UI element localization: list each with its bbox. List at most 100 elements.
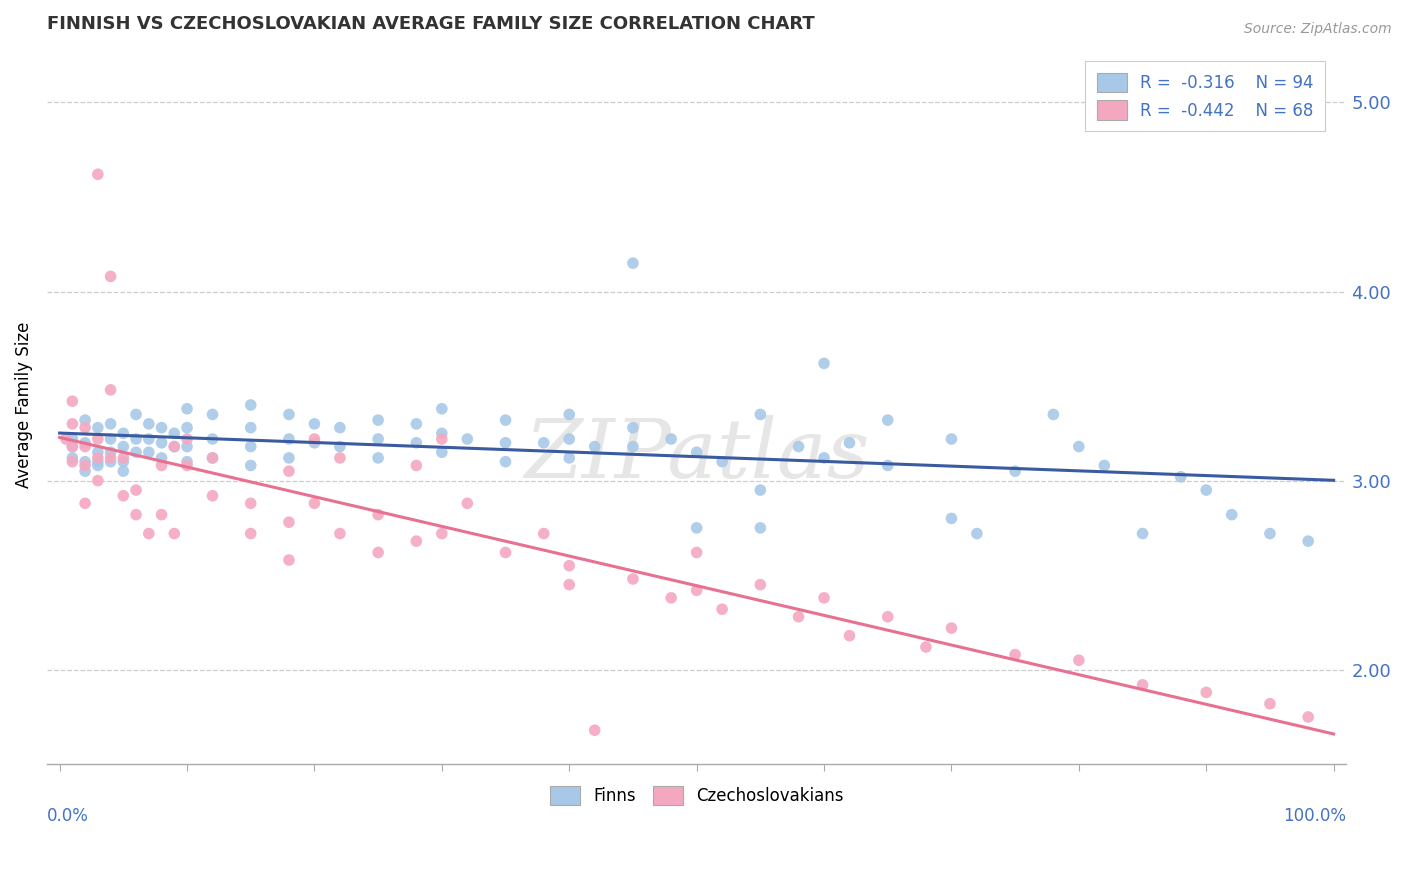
- Point: [150, 508, 173, 522]
- Point: [1220, 508, 1243, 522]
- Point: [456, 496, 478, 510]
- Point: [941, 511, 963, 525]
- Point: [329, 440, 352, 454]
- Point: [278, 450, 301, 465]
- Point: [75, 413, 97, 427]
- Point: [1067, 440, 1090, 454]
- Point: [55, 432, 77, 446]
- Point: [876, 458, 898, 473]
- Point: [112, 455, 135, 469]
- Point: [558, 450, 581, 465]
- Point: [163, 526, 186, 541]
- Point: [138, 526, 160, 541]
- Point: [138, 432, 160, 446]
- Point: [813, 591, 835, 605]
- Point: [1296, 534, 1319, 549]
- Point: [112, 450, 135, 465]
- Point: [495, 455, 517, 469]
- Point: [278, 464, 301, 478]
- Legend: Finns, Czechoslovakians: Finns, Czechoslovakians: [541, 778, 852, 814]
- Point: [685, 583, 707, 598]
- Point: [125, 408, 148, 422]
- Point: [75, 458, 97, 473]
- Point: [201, 450, 224, 465]
- Point: [100, 450, 122, 465]
- Point: [138, 417, 160, 431]
- Point: [125, 508, 148, 522]
- Point: [60, 450, 83, 465]
- Point: [176, 455, 198, 469]
- Point: [1092, 458, 1115, 473]
- Point: [239, 440, 262, 454]
- Text: ZIPatlas: ZIPatlas: [524, 416, 869, 495]
- Point: [1004, 648, 1026, 662]
- Point: [60, 417, 83, 431]
- Point: [966, 526, 988, 541]
- Point: [749, 408, 772, 422]
- Point: [125, 445, 148, 459]
- Point: [176, 420, 198, 434]
- Point: [60, 455, 83, 469]
- Point: [87, 455, 110, 469]
- Point: [495, 545, 517, 559]
- Point: [558, 577, 581, 591]
- Point: [787, 440, 810, 454]
- Point: [430, 432, 453, 446]
- Point: [112, 489, 135, 503]
- Point: [1067, 653, 1090, 667]
- Point: [75, 496, 97, 510]
- Point: [838, 435, 860, 450]
- Point: [659, 591, 682, 605]
- Point: [304, 417, 326, 431]
- Point: [430, 445, 453, 459]
- Point: [405, 417, 427, 431]
- Point: [430, 401, 453, 416]
- Point: [176, 458, 198, 473]
- Point: [813, 450, 835, 465]
- Point: [329, 526, 352, 541]
- Point: [278, 553, 301, 567]
- Point: [367, 545, 389, 559]
- Point: [1132, 526, 1154, 541]
- Point: [176, 432, 198, 446]
- Point: [711, 455, 734, 469]
- Point: [430, 426, 453, 441]
- Point: [1296, 710, 1319, 724]
- Point: [533, 435, 555, 450]
- Point: [621, 256, 644, 270]
- Point: [558, 558, 581, 573]
- Point: [75, 420, 97, 434]
- Point: [367, 432, 389, 446]
- Point: [163, 426, 186, 441]
- Point: [278, 515, 301, 529]
- Point: [239, 458, 262, 473]
- Point: [941, 621, 963, 635]
- Point: [87, 432, 110, 446]
- Point: [278, 432, 301, 446]
- Point: [685, 521, 707, 535]
- Point: [367, 450, 389, 465]
- Point: [150, 458, 173, 473]
- Point: [201, 450, 224, 465]
- Point: [1132, 678, 1154, 692]
- Point: [495, 435, 517, 450]
- Point: [239, 420, 262, 434]
- Point: [75, 455, 97, 469]
- Point: [176, 401, 198, 416]
- Point: [100, 445, 122, 459]
- Point: [621, 420, 644, 434]
- Point: [150, 420, 173, 434]
- Point: [87, 458, 110, 473]
- Point: [239, 526, 262, 541]
- Point: [176, 440, 198, 454]
- Point: [100, 432, 122, 446]
- Text: 100.0%: 100.0%: [1284, 807, 1347, 825]
- Point: [533, 526, 555, 541]
- Point: [304, 496, 326, 510]
- Point: [685, 545, 707, 559]
- Point: [367, 413, 389, 427]
- Text: FINNISH VS CZECHOSLOVAKIAN AVERAGE FAMILY SIZE CORRELATION CHART: FINNISH VS CZECHOSLOVAKIAN AVERAGE FAMIL…: [46, 15, 814, 33]
- Point: [87, 167, 110, 181]
- Point: [75, 435, 97, 450]
- Point: [1170, 470, 1192, 484]
